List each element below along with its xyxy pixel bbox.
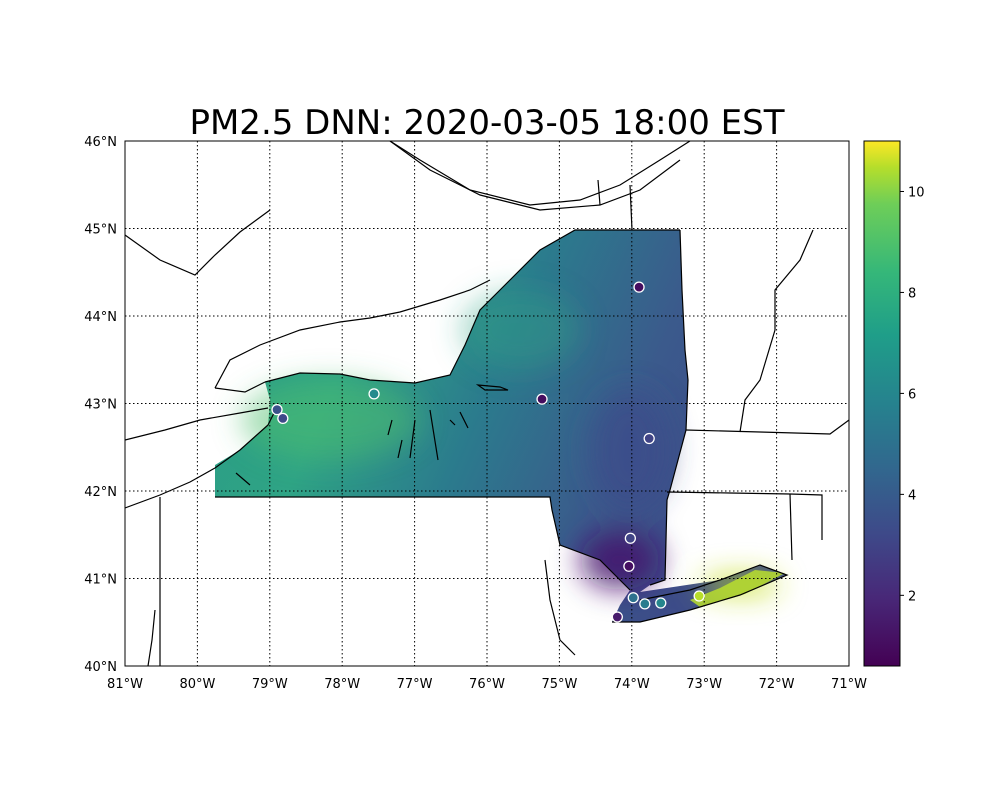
- station-marker: [611, 611, 623, 623]
- x-tick-label: 80°W: [179, 677, 215, 692]
- long-island-field: [690, 570, 785, 607]
- pm25-field-variation: [240, 290, 780, 595]
- monitoring-stations: [271, 281, 705, 623]
- x-tick-label: 76°W: [469, 677, 505, 692]
- station-marker: [623, 560, 635, 572]
- x-tick-label: 79°W: [252, 677, 288, 692]
- y-tick-label: 42°N: [84, 485, 117, 500]
- x-tick-label: 78°W: [324, 677, 360, 692]
- x-tick-label: 77°W: [397, 677, 433, 692]
- x-tick-label: 81°W: [107, 677, 143, 692]
- colorbar-tick-label: 4: [908, 488, 916, 503]
- colorbar: [863, 140, 901, 667]
- y-tick-label: 43°N: [84, 398, 117, 413]
- station-marker: [693, 590, 705, 602]
- y-tick-label: 40°N: [84, 660, 117, 675]
- x-tick-label: 74°W: [614, 677, 650, 692]
- pm25-field-ny: [215, 230, 787, 622]
- x-tick-label: 75°W: [541, 677, 577, 692]
- station-marker: [633, 281, 645, 293]
- station-marker: [271, 403, 283, 416]
- colorbar-ticks: 2 4 6 8 10: [900, 185, 925, 604]
- map-title: PM2.5 DNN: 2020-03-05 18:00 EST: [189, 103, 784, 143]
- station-marker: [627, 592, 639, 604]
- station-marker: [368, 388, 380, 400]
- colorbar-tick-label: 10: [908, 185, 925, 200]
- colorbar-tick-label: 6: [908, 387, 916, 402]
- map-frame: [124, 140, 850, 667]
- y-tick-label: 41°N: [84, 573, 117, 588]
- colorbar-tick-label: 8: [908, 286, 916, 301]
- coastlines: [125, 141, 849, 666]
- station-marker: [643, 432, 655, 445]
- x-tick-label: 72°W: [759, 677, 795, 692]
- station-marker: [639, 598, 651, 610]
- station-marker: [277, 412, 289, 425]
- map-area: [125, 141, 849, 666]
- station-marker: [536, 393, 548, 405]
- colorbar-tick-label: 2: [908, 589, 916, 604]
- station-marker: [655, 597, 667, 609]
- x-tick-label: 71°W: [831, 677, 867, 692]
- x-axis-ticks: 81°W 80°W 79°W 78°W 77°W 76°W 75°W 74°W 73°W 72°W…: [107, 677, 867, 692]
- x-tick-label: 73°W: [686, 677, 722, 692]
- y-tick-label: 44°N: [84, 310, 117, 325]
- y-axis-ticks: 40°N 41°N 42°N 43°N 44°N 45°N 46°N: [84, 135, 117, 675]
- y-tick-label: 46°N: [84, 135, 117, 150]
- station-marker: [624, 532, 637, 544]
- y-tick-label: 45°N: [84, 223, 117, 238]
